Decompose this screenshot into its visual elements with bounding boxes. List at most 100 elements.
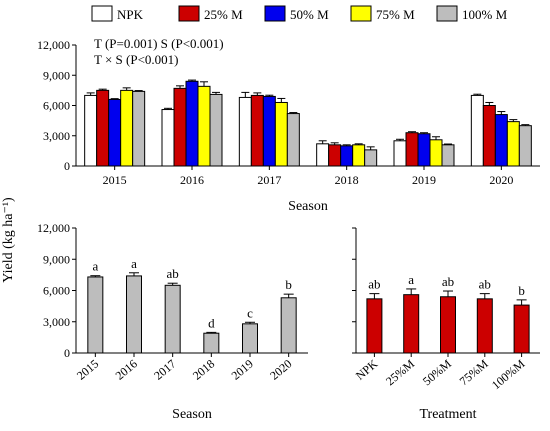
legend: NPK 25% M 50% M 75% M 100% M (91, 5, 508, 22)
bar (316, 143, 330, 167)
bar (403, 294, 420, 354)
bar (96, 89, 110, 167)
legend-label: NPK (117, 7, 144, 22)
x-tick-label: 75%M (457, 356, 491, 388)
bar (518, 125, 532, 167)
bar (280, 297, 297, 354)
bar (417, 133, 431, 167)
bar (120, 89, 134, 167)
significance-letter: c (247, 305, 253, 320)
x-tick-label: 2015 (103, 173, 127, 187)
bar (126, 275, 142, 354)
y-axis-title: Yield (kg ha⁻¹) (1, 197, 16, 283)
bar (506, 121, 520, 167)
y-tick-label: 9,000 (43, 68, 70, 82)
legend-swatch (91, 5, 113, 22)
bar (494, 114, 508, 167)
bar (197, 85, 211, 167)
bar (209, 93, 223, 167)
y-tick-label: 3,000 (43, 129, 70, 143)
significance-letter: b (285, 277, 292, 292)
bar (366, 298, 383, 354)
significance-letter: ab (479, 277, 491, 292)
significance-letter: a (92, 259, 98, 274)
bar (161, 109, 175, 167)
legend-label: 25% M (204, 7, 243, 22)
x-tick-label: 2018 (190, 357, 217, 383)
x-tick-label: 50%M (420, 356, 454, 388)
y-tick-label: 6,000 (43, 284, 70, 298)
bar (482, 105, 496, 167)
bar (286, 113, 300, 167)
x-tick-label: 100%M (489, 356, 528, 392)
x-tick-label: 2017 (151, 357, 178, 383)
bar (405, 132, 419, 167)
bar (238, 96, 252, 167)
bar (352, 144, 366, 167)
stats-annotation: T × S (P<0.001) (94, 52, 179, 67)
bar (470, 94, 484, 167)
legend-label: 100% M (462, 7, 508, 22)
significance-letter: d (208, 315, 215, 330)
x-tick-label: 2019 (229, 357, 256, 383)
bottom-right-chart: ab NPK a 25%M ab 50%M ab 75%M b 100%M Treatment (352, 227, 540, 422)
bar (242, 323, 258, 354)
bar (441, 144, 455, 167)
bar (440, 296, 456, 354)
x-tick-label: 2017 (257, 173, 281, 187)
x-tick-label: 2020 (267, 357, 294, 383)
significance-letter: ab (368, 277, 380, 292)
bar (513, 304, 530, 354)
x-tick-label: 2016 (180, 173, 204, 187)
stats-annotation: T (P=0.001) S (P<0.001) (94, 36, 224, 51)
bar (108, 98, 122, 167)
bar (250, 94, 264, 167)
x-axis-title: Treatment (419, 407, 476, 422)
bar (132, 90, 146, 167)
bar (185, 80, 199, 167)
bottom-left-chart: 0 3,000 6,000 9,000 12,000 a 2015 a 2016 ab 2017 d 2… (37, 221, 308, 422)
y-tick-label: 12,000 (37, 38, 70, 52)
legend-swatch (178, 5, 200, 22)
significance-letter: b (518, 283, 525, 298)
x-tick-label: 2016 (113, 357, 140, 383)
bar (328, 144, 342, 167)
x-tick-label: 25%M (383, 356, 417, 388)
legend-swatch (264, 5, 286, 22)
bar (340, 145, 354, 167)
x-tick-label: NPK (353, 356, 381, 382)
bar (164, 284, 181, 354)
y-tick-label: 0 (64, 346, 70, 360)
bar (476, 298, 493, 354)
x-tick-label: 2019 (412, 173, 436, 187)
x-tick-label: 2018 (335, 173, 359, 187)
top-chart: 0 3,000 6,000 9,000 12,000 2015 2016 2017 2018 20… (37, 36, 540, 214)
legend-swatch (350, 5, 372, 22)
bar (429, 139, 443, 167)
y-tick-label: 12,000 (37, 221, 70, 235)
bar (203, 332, 220, 354)
bar (262, 95, 276, 167)
bar (87, 276, 104, 354)
x-axis-title: Season (172, 407, 212, 422)
legend-label: 75% M (376, 7, 415, 22)
significance-letter: a (408, 272, 414, 287)
y-tick-label: 0 (64, 159, 70, 173)
legend-label: 50% M (290, 7, 329, 22)
y-tick-label: 3,000 (43, 315, 70, 329)
significance-letter: a (131, 256, 137, 271)
legend-swatch (436, 5, 458, 22)
bar (274, 101, 288, 167)
y-tick-label: 9,000 (43, 252, 70, 266)
bar (364, 149, 378, 167)
bar (393, 140, 407, 167)
significance-letter: ab (442, 274, 454, 289)
x-tick-label: 2020 (489, 173, 513, 187)
bar (84, 94, 98, 167)
significance-letter: ab (167, 266, 179, 281)
bar (173, 87, 187, 167)
x-axis-title: Season (288, 199, 328, 214)
x-tick-label: 2015 (74, 357, 101, 383)
y-tick-label: 6,000 (43, 99, 70, 113)
